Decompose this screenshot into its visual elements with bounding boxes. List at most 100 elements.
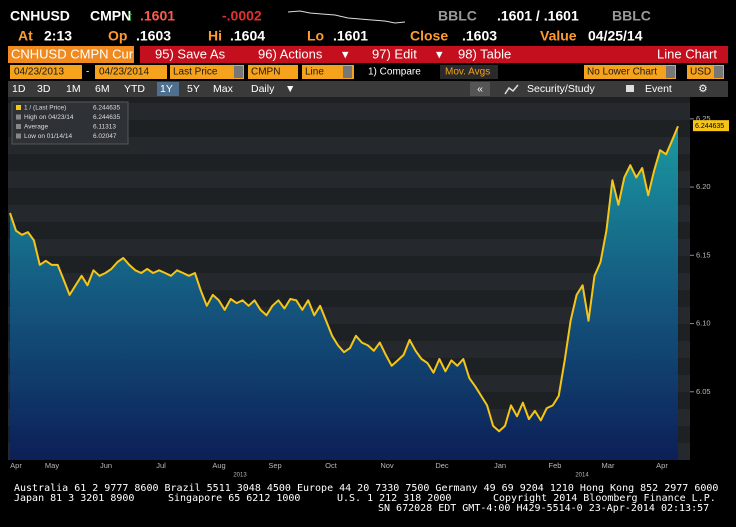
range-button[interactable]: 6M bbox=[95, 83, 110, 95]
source-field[interactable]: CMPN bbox=[251, 67, 280, 78]
security[interactable]: CNHUSD CMPN Cur bbox=[11, 46, 134, 61]
last-price-label: 6.244635 bbox=[695, 123, 724, 130]
sparkline bbox=[287, 10, 406, 24]
plot-band bbox=[8, 120, 690, 137]
menu-button[interactable]: 95) Save As bbox=[155, 46, 226, 61]
up-arrow: ↑ bbox=[127, 8, 134, 24]
plot-band bbox=[8, 103, 690, 120]
axis-area bbox=[690, 97, 728, 460]
period[interactable]: Daily bbox=[251, 83, 275, 95]
dropdown-arrow: ▼ bbox=[285, 83, 295, 95]
event-button[interactable]: Event bbox=[645, 83, 672, 95]
study-button[interactable]: Security/Study bbox=[527, 83, 595, 95]
field[interactable] bbox=[584, 65, 676, 79]
currency[interactable]: USD bbox=[690, 67, 711, 78]
start-date[interactable]: 04/23/2013 bbox=[14, 67, 64, 78]
label: Lo bbox=[307, 28, 324, 44]
lower-chart[interactable]: No Lower Chart bbox=[587, 67, 657, 78]
label: At bbox=[18, 28, 33, 44]
x-tick-label: Sep bbox=[268, 461, 281, 470]
footer-line: SN 672028 EDT GMT-4:00 H429-5514-0 23-Ap… bbox=[378, 503, 709, 514]
label: Op bbox=[108, 28, 127, 44]
x-tick-label: Jun bbox=[100, 461, 112, 470]
range-button[interactable]: 1D bbox=[12, 83, 26, 95]
dropdown-button[interactable] bbox=[343, 66, 352, 78]
security-box[interactable] bbox=[8, 46, 134, 63]
legend-box bbox=[11, 101, 129, 145]
settings-icon[interactable]: ⚙ bbox=[698, 83, 707, 95]
range-button[interactable]: 1M bbox=[66, 83, 81, 95]
range-button[interactable]: 3D bbox=[37, 83, 51, 95]
price-field[interactable]: Last Price bbox=[173, 67, 218, 78]
last-price-flag bbox=[693, 120, 729, 132]
label: Value bbox=[540, 28, 577, 44]
x-tick-label: Jul bbox=[156, 461, 166, 470]
x-tick-label: Feb bbox=[549, 461, 562, 470]
footer-text: Singapore 65 6212 1000 bbox=[168, 493, 300, 504]
price-line bbox=[9, 125, 679, 433]
value: 04/25/14 bbox=[588, 28, 643, 44]
x-tick-label: Oct bbox=[325, 461, 338, 470]
x-tick-label: Aug bbox=[212, 461, 225, 470]
range-button[interactable]: Max bbox=[213, 83, 234, 95]
field[interactable] bbox=[248, 65, 298, 79]
event-icon bbox=[626, 85, 634, 92]
collapse[interactable]: « bbox=[477, 83, 483, 95]
x-tick-label: May bbox=[45, 461, 59, 470]
plot-band bbox=[8, 154, 690, 171]
bid-ask: .1601 / .1601 bbox=[497, 8, 579, 24]
label: Hi bbox=[208, 28, 222, 44]
field[interactable] bbox=[302, 65, 354, 79]
view-title: Line Chart bbox=[657, 46, 717, 61]
menu-button[interactable]: 96) Actions bbox=[258, 46, 323, 61]
plot-band bbox=[8, 171, 690, 188]
dropdown-button[interactable] bbox=[234, 66, 243, 78]
menu-button[interactable]: 97) Edit bbox=[372, 46, 417, 61]
legend-value: 6.11313 bbox=[93, 124, 116, 131]
field[interactable] bbox=[10, 65, 82, 79]
footer-line: Australia 61 2 9777 8600 Brazil 5511 304… bbox=[14, 483, 718, 494]
footer-text: Copyright 2014 Bloomberg Finance L.P. bbox=[493, 493, 716, 504]
area-fill bbox=[10, 126, 678, 460]
legend-label: 1 / (Last Price) bbox=[24, 105, 66, 112]
plot-band bbox=[8, 97, 690, 103]
plot-band bbox=[8, 239, 690, 256]
dropdown-arrow: ▾ bbox=[342, 46, 349, 61]
value: .1604 bbox=[230, 28, 265, 44]
legend-value: 6.244635 bbox=[93, 114, 120, 121]
collapse-button[interactable] bbox=[470, 82, 490, 96]
menu-button[interactable]: 98) Table bbox=[458, 46, 511, 61]
dropdown-button[interactable] bbox=[666, 66, 675, 78]
y-tick-label: 6.10 bbox=[696, 319, 711, 328]
field[interactable] bbox=[170, 65, 244, 79]
value: .1601 bbox=[333, 28, 368, 44]
range-button[interactable]: YTD bbox=[124, 83, 145, 95]
menu-bar bbox=[140, 46, 728, 63]
ask-source: BBLC bbox=[612, 8, 651, 24]
legend-swatch bbox=[16, 114, 21, 120]
range-button[interactable]: 1Y bbox=[160, 83, 173, 95]
year-label: 2013 bbox=[233, 473, 247, 479]
x-tick-label: Mar bbox=[602, 461, 615, 470]
end-date[interactable]: 04/23/2014 bbox=[99, 67, 149, 78]
mavg-button[interactable]: Mov. Avgs bbox=[445, 67, 490, 78]
dropdown-button[interactable] bbox=[714, 66, 723, 78]
compare-button[interactable]: 1) Compare bbox=[368, 67, 421, 78]
footer-text: Japan 81 3 3201 8900 bbox=[14, 493, 134, 504]
range-button[interactable]: 5Y bbox=[187, 83, 200, 95]
legend-value: 6.244635 bbox=[93, 105, 120, 112]
plot-band bbox=[8, 137, 690, 154]
field[interactable] bbox=[440, 65, 498, 79]
field[interactable] bbox=[95, 65, 167, 79]
legend-label: High on 04/23/14 bbox=[24, 114, 74, 121]
legend-value: 6.02047 bbox=[93, 133, 117, 140]
y-tick-label: 6.05 bbox=[696, 387, 711, 396]
style-field[interactable]: Line bbox=[305, 67, 324, 78]
legend-label: Low on 01/14/14 bbox=[24, 133, 72, 140]
label: Close bbox=[410, 28, 448, 44]
dash: - bbox=[86, 67, 89, 78]
last-price: .1601 bbox=[140, 8, 175, 24]
